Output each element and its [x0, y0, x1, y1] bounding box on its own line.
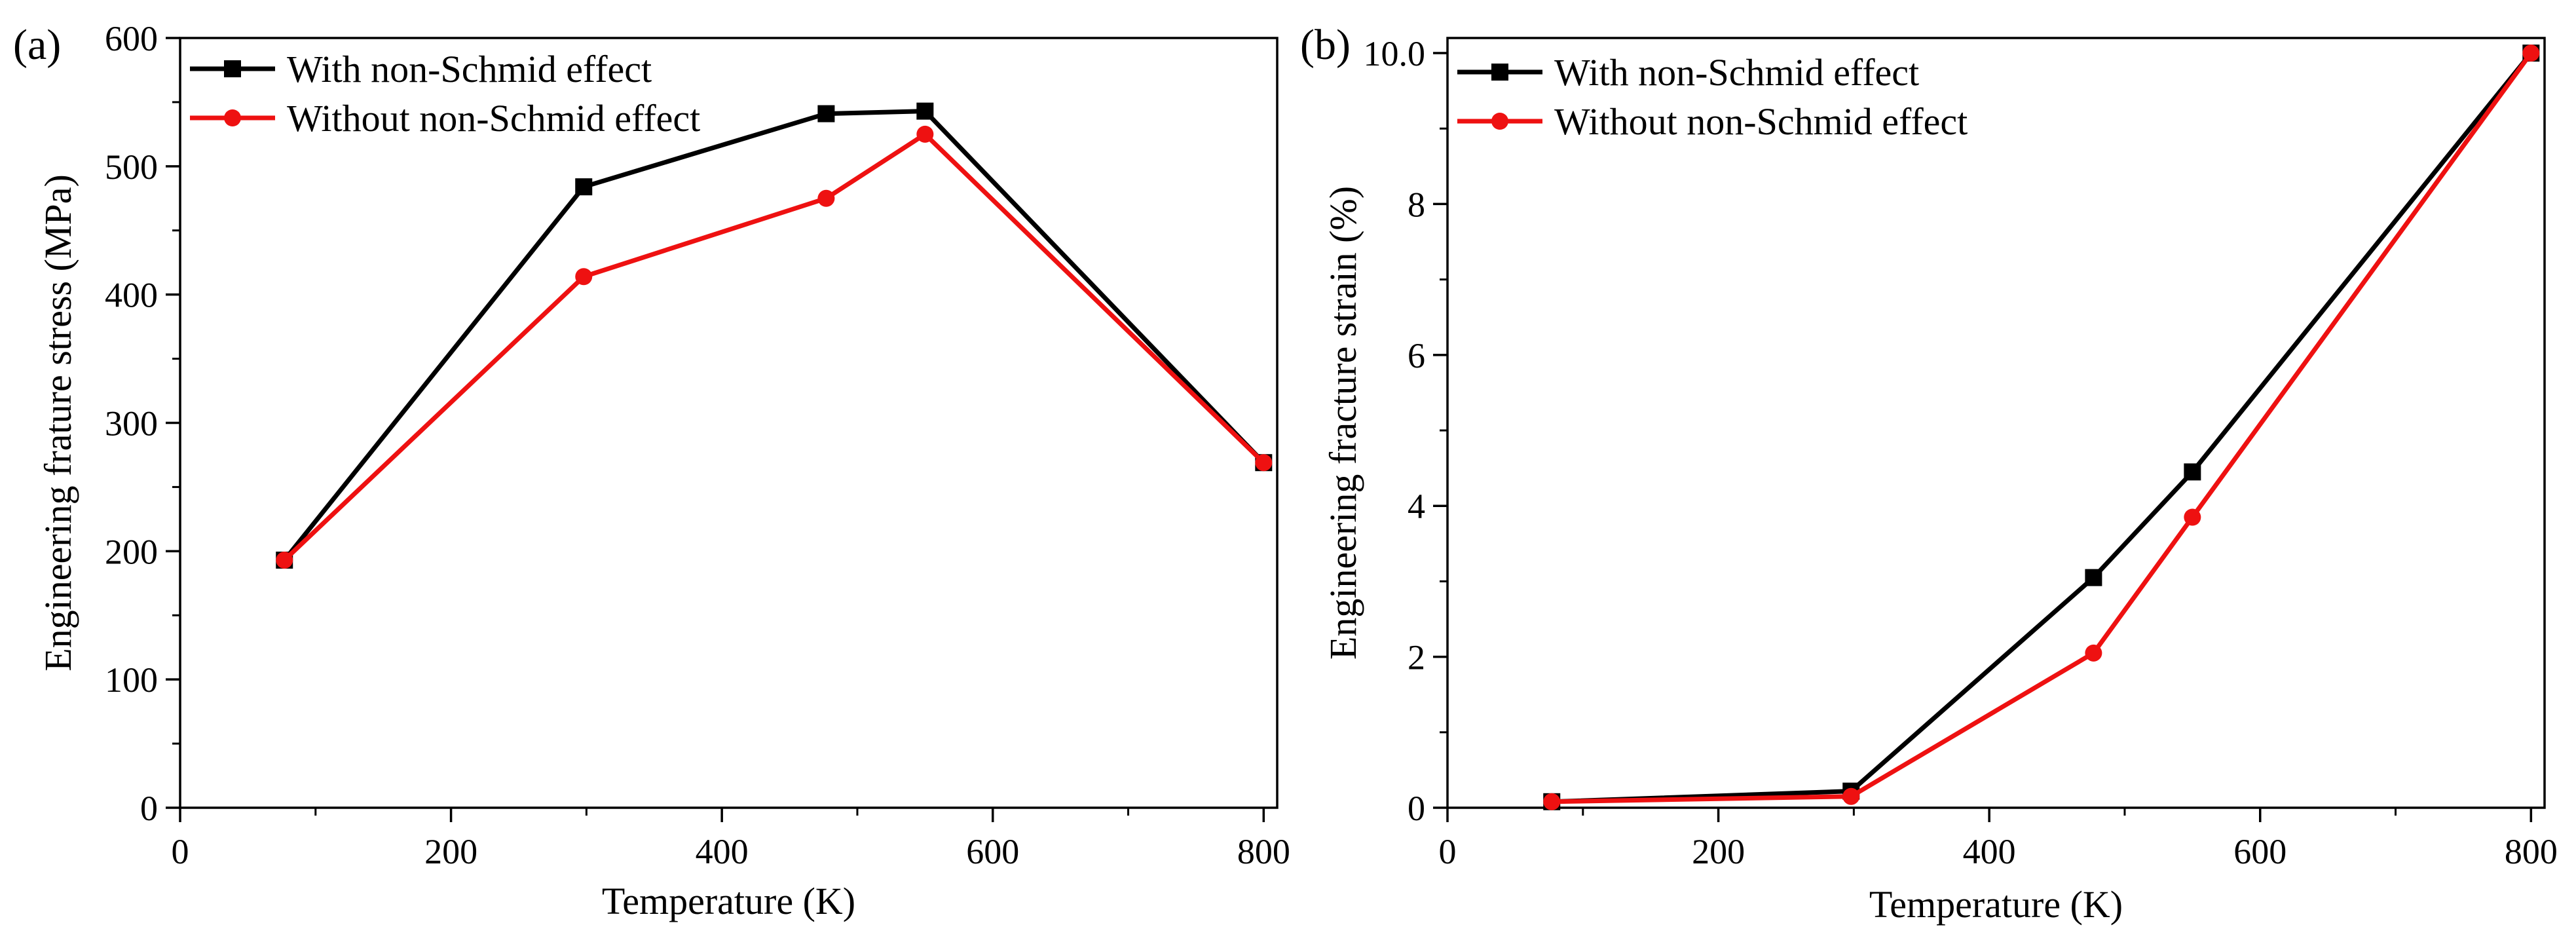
legend-label: Without non-Schmid effect	[287, 97, 700, 140]
y-tick-label: 8	[1408, 185, 1425, 224]
y-tick-label: 4	[1408, 487, 1425, 526]
data-point-circle	[817, 189, 835, 207]
x-tick-label: 600	[2233, 832, 2287, 871]
data-point-square	[817, 105, 835, 123]
data-point-circle	[1842, 787, 1860, 805]
x-tick-label: 0	[172, 832, 189, 871]
data-point-circle	[1255, 454, 1273, 472]
panel-b: (b) 0 200 400 600 800 0 2 4 6 8 10.0 Temperature (K)…	[1300, 21, 2558, 926]
y-axis-title: Engineering fracture strain (%)	[1322, 186, 1364, 660]
y-tick-label: 300	[105, 404, 158, 444]
legend-label: Without non-Schmid effect	[1554, 100, 1968, 143]
y-tick-label: 6	[1408, 336, 1425, 375]
plot-frame	[1446, 37, 2546, 809]
x-tick-label: 400	[696, 832, 749, 871]
legend-marker-circle	[224, 109, 241, 126]
x-tick-label: 800	[1237, 832, 1290, 871]
x-tick-label: 600	[966, 832, 1019, 871]
y-tick-label: 600	[105, 19, 158, 58]
data-point-circle	[2085, 644, 2102, 662]
data-point-square	[2085, 569, 2102, 586]
x-tick-label: 0	[1439, 832, 1457, 871]
data-point-square	[2184, 463, 2201, 481]
x-tick-label: 200	[424, 832, 477, 871]
data-point-circle	[276, 552, 293, 569]
y-tick-label: 400	[105, 276, 158, 315]
data-point-circle	[575, 268, 593, 286]
data-point-circle	[2522, 45, 2540, 62]
y-tick-label: 0	[1408, 789, 1425, 828]
data-point-circle	[2184, 508, 2201, 526]
data-point-circle	[916, 125, 934, 143]
data-point-circle	[1543, 793, 1561, 810]
y-axis-title: Engineering frature stress (MPa)	[37, 174, 79, 671]
data-point-square	[575, 178, 593, 196]
x-axis-title: Temperature (K)	[1869, 883, 2123, 926]
y-tick-label: 500	[105, 147, 158, 187]
legend-marker-square	[1491, 64, 1508, 81]
panel-label: (b)	[1300, 21, 1351, 69]
legend-label: With non-Schmid effect	[1554, 51, 1919, 94]
y-tick-label: 100	[105, 660, 158, 700]
data-point-square	[916, 102, 934, 120]
x-tick-label: 200	[1692, 832, 1745, 871]
y-tick-label: 2	[1408, 638, 1425, 677]
y-tick-label: 200	[105, 532, 158, 571]
y-tick-label: 0	[140, 789, 158, 828]
legend-label: With non-Schmid effect	[287, 48, 652, 90]
x-axis-title: Temperature (K)	[602, 880, 855, 922]
panel-label: (a)	[13, 21, 61, 69]
legend-marker-square	[224, 60, 241, 77]
y-tick-label: 10.0	[1364, 34, 1426, 73]
legend-marker-circle	[1491, 113, 1508, 130]
x-tick-label: 400	[1963, 832, 2016, 871]
x-tick-label: 800	[2505, 832, 2558, 871]
panel-a: (a) 0 200 400 600 800 0 100 200 300 400 500 600 Tempe…	[13, 19, 1290, 922]
